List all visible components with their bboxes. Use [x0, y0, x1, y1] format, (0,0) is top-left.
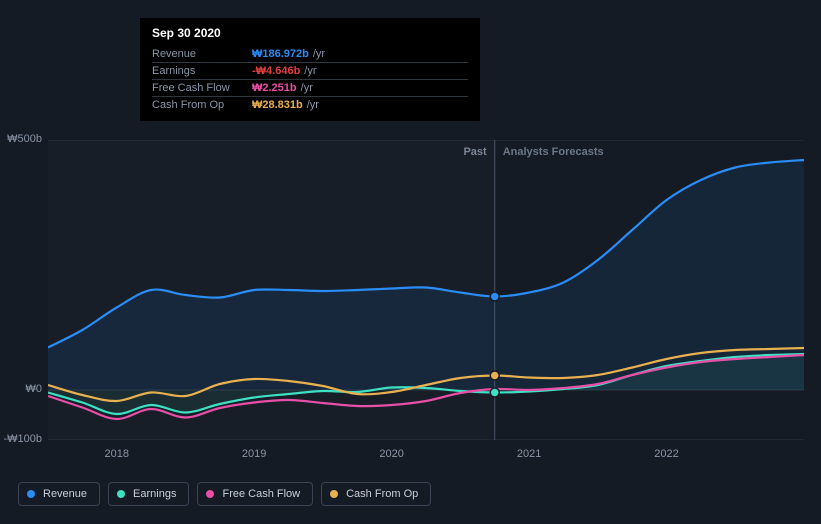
chart-plot[interactable] — [48, 140, 804, 440]
tooltip-row: Cash From Op₩28.831b/yr — [152, 97, 468, 114]
x-axis-label: 2018 — [104, 448, 128, 460]
tooltip-row-value: ₩28.831b — [252, 99, 303, 111]
legend-label: Revenue — [43, 488, 87, 500]
tooltip-row: Earnings-₩4.646b/yr — [152, 63, 468, 80]
tooltip-table: Revenue₩186.972b/yrEarnings-₩4.646b/yrFr… — [152, 46, 468, 113]
chart-tooltip: Sep 30 2020 Revenue₩186.972b/yrEarnings-… — [140, 18, 480, 121]
legend-item-earnings[interactable]: Earnings — [108, 482, 189, 506]
legend-swatch — [330, 490, 338, 498]
legend-swatch — [117, 490, 125, 498]
tooltip-row-unit: /yr — [303, 99, 319, 111]
y-axis-label: -₩100b — [0, 433, 42, 445]
legend-label: Free Cash Flow — [222, 488, 300, 500]
x-axis-label: 2020 — [379, 448, 403, 460]
legend-swatch — [206, 490, 214, 498]
tooltip-row-value: ₩2.251b — [252, 82, 297, 94]
tooltip-row: Revenue₩186.972b/yr — [152, 46, 468, 63]
y-axis-label: ₩0 — [0, 383, 42, 395]
x-axis-label: 2021 — [517, 448, 541, 460]
legend-swatch — [27, 490, 35, 498]
legend-label: Earnings — [133, 488, 176, 500]
y-axis-label: ₩500b — [0, 133, 42, 145]
x-axis-label: 2019 — [242, 448, 266, 460]
legend-item-revenue[interactable]: Revenue — [18, 482, 100, 506]
marker-cfo — [490, 371, 499, 380]
marker-earnings — [490, 388, 499, 397]
tooltip-row-label: Earnings — [152, 63, 252, 80]
legend-item-cfo[interactable]: Cash From Op — [321, 482, 431, 506]
tooltip-row-value: -₩4.646b — [252, 65, 300, 77]
legend-label: Cash From Op — [346, 488, 418, 500]
tooltip-row-unit: /yr — [297, 82, 313, 94]
tooltip-row: Free Cash Flow₩2.251b/yr — [152, 80, 468, 97]
x-axis-label: 2022 — [654, 448, 678, 460]
tooltip-date: Sep 30 2020 — [152, 26, 468, 40]
tooltip-row-label: Cash From Op — [152, 97, 252, 114]
tooltip-row-value: ₩186.972b — [252, 48, 309, 60]
tooltip-row-label: Revenue — [152, 46, 252, 63]
tooltip-row-unit: /yr — [309, 48, 325, 60]
tooltip-row-unit: /yr — [300, 65, 316, 77]
marker-revenue — [490, 292, 499, 301]
financials-chart: Sep 30 2020 Revenue₩186.972b/yrEarnings-… — [0, 0, 821, 524]
tooltip-row-label: Free Cash Flow — [152, 80, 252, 97]
legend-item-fcf[interactable]: Free Cash Flow — [197, 482, 313, 506]
chart-legend: Revenue Earnings Free Cash Flow Cash From O… — [18, 482, 431, 506]
